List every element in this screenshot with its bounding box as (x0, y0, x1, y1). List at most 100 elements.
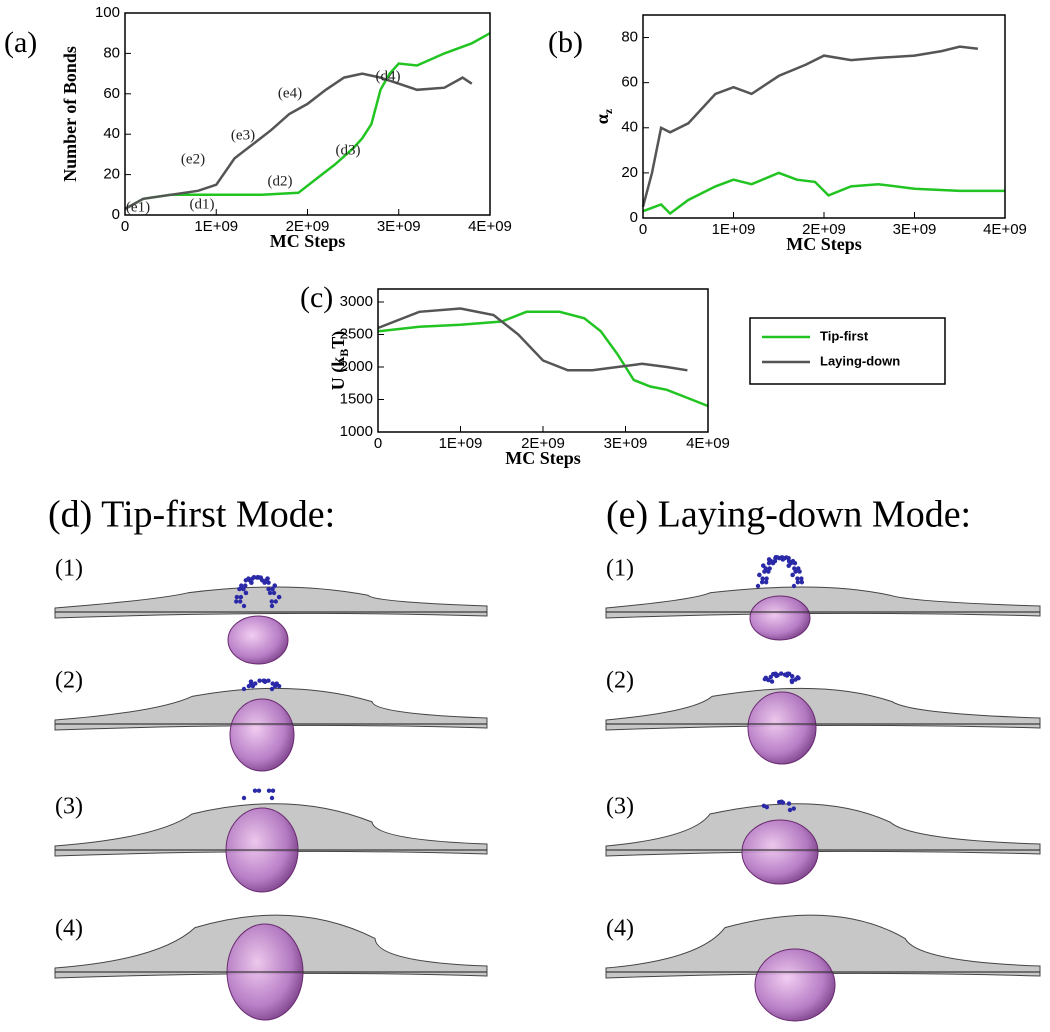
ligand (792, 560, 798, 566)
annotation: (d4) (376, 68, 401, 84)
panel-title: (e) Laying-down Mode: (606, 494, 971, 536)
ligand (792, 566, 797, 571)
y-tick-label: 0 (630, 209, 638, 226)
row-label: (1) (606, 556, 634, 582)
y-tick-label: 40 (621, 119, 638, 136)
x-tick-label: 0 (121, 218, 129, 235)
ligand (266, 586, 271, 592)
ligand (761, 563, 766, 568)
annotation: (e4) (278, 85, 302, 101)
ligand (253, 681, 258, 686)
y-axis-label: Number of Bonds (60, 46, 80, 182)
vesicle (749, 595, 811, 641)
legend-label: Laying-down (820, 353, 900, 368)
ligand (790, 572, 795, 578)
y-tick-label: 0 (112, 206, 120, 223)
x-axis-label: MC Steps (270, 231, 346, 251)
y-tick-label: 2000 (340, 358, 373, 375)
x-tick-label: 2E+09 (802, 221, 846, 238)
ligand (241, 586, 246, 592)
ligand (249, 580, 254, 585)
ligand (789, 674, 795, 679)
ligand (775, 673, 780, 678)
annotation: (d3) (336, 142, 361, 158)
membrane (605, 803, 1041, 857)
series-line (124, 72, 473, 210)
x-tick-label: 4E+09 (983, 221, 1027, 238)
ligand (241, 603, 247, 609)
ligand (257, 678, 262, 683)
ligand (243, 590, 249, 596)
ligand (773, 555, 779, 560)
vesicle (741, 819, 819, 885)
ligand (262, 679, 268, 684)
row-label: (2) (55, 668, 83, 694)
ligand (234, 594, 240, 600)
ligand (270, 681, 275, 686)
row-label: (4) (55, 916, 83, 942)
ligand (243, 578, 249, 583)
y-axis-label-text: Number of Bonds (60, 46, 80, 182)
y-axis-label-text: α (592, 114, 612, 124)
ligand (239, 583, 244, 588)
x-axis-label: MC Steps (786, 234, 862, 254)
row-label: (3) (55, 794, 83, 820)
ligand (767, 566, 772, 571)
x-tick-label: 3E+09 (893, 221, 937, 238)
ligand (766, 560, 772, 566)
x-tick-label: 1E+09 (439, 435, 483, 452)
series-line (124, 32, 491, 210)
ligand (243, 583, 248, 588)
x-tick-label: 3E+09 (377, 218, 421, 235)
ligand (771, 671, 776, 677)
panel-label: (a) (4, 26, 37, 59)
ligand (799, 580, 805, 585)
ligand (248, 679, 254, 684)
y-axis-label-sub: B (337, 349, 351, 357)
panel-label: (b) (548, 26, 583, 59)
plot-frame (642, 14, 1006, 219)
ligand (782, 672, 788, 677)
ligand (762, 569, 767, 574)
vesicle (227, 615, 289, 665)
legend-box (749, 317, 946, 385)
ligand (265, 576, 270, 581)
ligand (763, 580, 769, 585)
ligand (238, 594, 244, 600)
y-tick-label: 60 (103, 85, 120, 102)
row-label: (4) (606, 916, 634, 942)
ligand (276, 683, 282, 689)
x-tick-label: 0 (374, 435, 382, 452)
ligand (266, 580, 271, 585)
ligand (270, 586, 275, 592)
ligand (778, 671, 784, 676)
ligand (764, 804, 770, 810)
ligand (789, 678, 794, 683)
ligand (780, 557, 786, 562)
annotation: (d1) (190, 196, 215, 212)
ligand (269, 686, 275, 692)
ligand (766, 677, 771, 683)
x-tick-label: 1E+09 (712, 221, 756, 238)
y-tick-label: 1000 (340, 423, 373, 440)
ligand (764, 576, 769, 581)
ligand (795, 580, 801, 585)
ligand (786, 801, 792, 806)
y-tick-label: 2500 (340, 325, 373, 342)
ligand (755, 583, 761, 589)
ligand (787, 671, 792, 677)
y-axis-label-end: T) (328, 331, 349, 349)
y-tick-label: 80 (621, 29, 638, 46)
y-tick-label: 60 (621, 74, 638, 91)
vesicle (754, 948, 836, 1022)
vesicle (229, 698, 295, 772)
ligand (786, 558, 792, 564)
ligand (786, 563, 791, 568)
panel-title: (d) Tip-first Mode: (48, 494, 335, 536)
annotation: (d2) (268, 173, 293, 189)
ligand (795, 576, 800, 581)
y-tick-label: 100 (95, 4, 120, 21)
ligand (791, 583, 797, 589)
ligand (273, 599, 278, 604)
